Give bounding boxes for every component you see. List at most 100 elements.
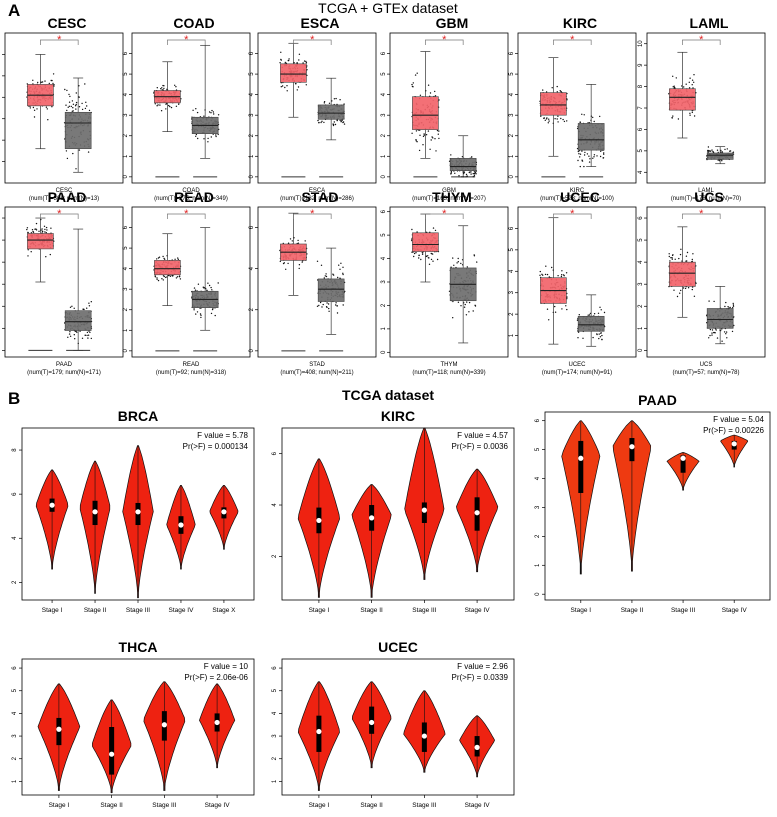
y-tick-label: 8 [638, 84, 644, 88]
tumor-point [434, 229, 437, 232]
tumor-point [49, 253, 51, 256]
significance-star: * [442, 208, 447, 220]
tumor-point [437, 133, 439, 135]
normal-point [468, 301, 471, 304]
normal-point [207, 137, 209, 140]
tumor-point [691, 79, 694, 81]
normal-point [466, 301, 468, 303]
plot-frame [646, 32, 766, 184]
y-tick-label: 6 [509, 226, 515, 230]
tumor-point [177, 258, 179, 261]
normal-point [579, 156, 581, 158]
tumor-point [557, 121, 559, 123]
normal-point [460, 262, 462, 265]
x-tick-label: Stage II [621, 607, 644, 614]
tumor-point [693, 81, 695, 84]
tumor-point [674, 258, 676, 260]
tumor-point [280, 86, 282, 88]
y-tick-label: 0 [123, 175, 129, 179]
normal-point [729, 306, 731, 309]
violin-median-dot [214, 719, 220, 726]
tumor-point [298, 267, 300, 270]
significance-bracket [682, 39, 721, 45]
normal-point [468, 311, 470, 313]
tumor-box [412, 96, 439, 130]
tumor-point [432, 260, 434, 262]
normal-point [339, 99, 341, 101]
tumor-point [157, 257, 160, 259]
tumor-point [687, 287, 690, 289]
normal-point [473, 175, 476, 177]
violin-brca: BRCA F value = 5.78 Pr(>F) = 0.000134 2 4 6 8 S… [12, 408, 255, 614]
tumor-point [283, 262, 285, 264]
tumor-point [156, 105, 158, 107]
x-tick-label: Stage II [84, 607, 107, 614]
sample-count-caption: (num(T)=523; num(N)=100) [540, 196, 614, 202]
normal-point [588, 155, 590, 157]
tumor-point [157, 279, 160, 282]
normal-point [592, 336, 594, 339]
significance-star: * [570, 34, 575, 46]
significance-bracket [425, 39, 464, 45]
tumor-point [419, 94, 422, 97]
violin-median-dot [474, 510, 480, 516]
tumor-point [414, 74, 417, 76]
normal-point [78, 106, 81, 108]
normal-point [320, 264, 323, 266]
y-tick-label: 5 [272, 688, 278, 692]
y-tick-label: 2 [272, 554, 278, 558]
tumor-point [689, 77, 691, 79]
y-tick-label: 4 [509, 269, 515, 273]
tumor-point [560, 90, 562, 93]
tumor-point [297, 242, 300, 244]
normal-point [206, 289, 208, 291]
normal-point [602, 157, 605, 159]
tumor-point [432, 137, 434, 139]
normal-point [75, 103, 77, 106]
normal-point [727, 306, 729, 308]
tumor-point [411, 85, 414, 88]
violin-median-dot [421, 507, 427, 513]
tumor-point [27, 231, 29, 234]
y-tick-label: 6 [0, 52, 2, 56]
tumor-point [548, 120, 550, 122]
tumor-point [684, 287, 687, 290]
normal-point [726, 148, 728, 150]
normal-point [200, 316, 202, 319]
y-tick-label: 5 [509, 72, 515, 76]
tumor-point [562, 118, 564, 121]
y-tick-label: 2 [509, 133, 515, 137]
violin-median-dot [369, 719, 375, 726]
tumor-point [52, 73, 55, 75]
y-tick-label: 6 [123, 225, 129, 229]
tumor-box [669, 261, 696, 287]
tumor-point [297, 239, 299, 242]
tumor-point [175, 277, 178, 279]
violin-iqr-box [680, 455, 686, 473]
tumor-point [281, 85, 284, 87]
normal-point [210, 286, 212, 289]
tumor-point [435, 150, 437, 152]
y-tick-label: 1 [509, 154, 515, 158]
x-label: PAAD [56, 362, 73, 368]
tumor-point [154, 103, 156, 105]
tumor-point [156, 278, 158, 280]
y-tick-label: 6 [272, 451, 278, 455]
normal-point [317, 119, 319, 122]
tumor-point [434, 90, 436, 93]
boxplot-paad: PAAD 0 1 2 3 4 5 6 * PAAD (num(T)=179; num(N)=171) [0, 189, 124, 376]
tumor-point [691, 286, 694, 288]
tumor-point [686, 260, 688, 262]
normal-point [588, 314, 591, 316]
y-tick-label: 1 [0, 159, 2, 163]
tumor-point [160, 88, 162, 90]
normal-point [336, 119, 338, 122]
normal-point [587, 314, 589, 316]
y-tick-label: 5 [0, 238, 2, 242]
tumor-point [411, 83, 413, 86]
y-tick-label: 6 [638, 127, 644, 131]
normal-point [82, 308, 85, 310]
tumor-point [32, 106, 35, 109]
normal-point [582, 337, 584, 339]
tumor-point [298, 53, 301, 55]
